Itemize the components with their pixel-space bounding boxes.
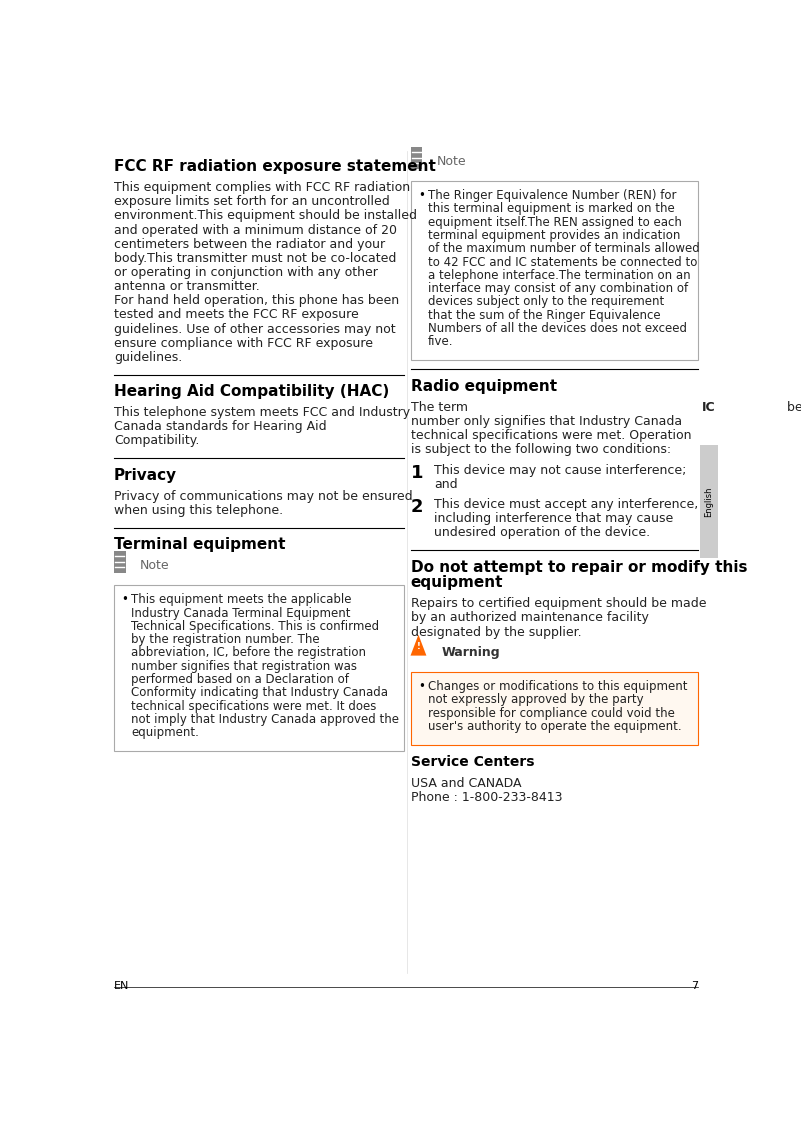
Text: English: English [705,486,714,517]
Text: guidelines.: guidelines. [114,351,182,364]
Text: 2: 2 [410,498,423,516]
Text: Note: Note [140,559,170,572]
Text: Changes or modifications to this equipment: Changes or modifications to this equipme… [428,680,687,693]
Text: 7: 7 [690,981,698,991]
Text: or operating in conjunction with any other: or operating in conjunction with any oth… [114,266,377,279]
Text: number signifies that registration was: number signifies that registration was [131,659,357,673]
Text: not imply that Industry Canada approved the: not imply that Industry Canada approved … [131,713,399,726]
Text: USA and CANADA: USA and CANADA [410,777,521,789]
Text: •: • [418,680,425,693]
Text: to 42 FCC and IC statements be connected to: to 42 FCC and IC statements be connected… [428,256,697,268]
FancyBboxPatch shape [410,181,698,360]
Text: Radio equipment: Radio equipment [410,379,557,394]
Text: Service Centers: Service Centers [410,756,534,769]
Text: This equipment complies with FCC RF radiation: This equipment complies with FCC RF radi… [114,181,410,195]
Text: this terminal equipment is marked on the: this terminal equipment is marked on the [428,202,674,216]
Text: not expressly approved by the party: not expressly approved by the party [428,693,643,707]
Text: by an authorized maintenance facility: by an authorized maintenance facility [410,612,648,624]
Text: This device may not cause interference;: This device may not cause interference; [434,464,686,476]
Text: equipment.: equipment. [131,726,199,739]
Text: Compatibility.: Compatibility. [114,434,199,448]
Text: performed based on a Declaration of: performed based on a Declaration of [131,673,349,687]
Text: environment.This equipment should be installed: environment.This equipment should be ins… [114,209,417,223]
Text: technical specifications were met. Operation: technical specifications were met. Opera… [410,430,691,442]
Polygon shape [410,634,426,656]
Text: number only signifies that Industry Canada: number only signifies that Industry Cana… [410,415,682,428]
Text: Warning: Warning [441,646,500,659]
Text: Industry Canada Terminal Equipment: Industry Canada Terminal Equipment [131,606,351,620]
Text: antenna or transmitter.: antenna or transmitter. [114,280,260,293]
Text: IC: IC [702,400,716,414]
Text: when using this telephone.: when using this telephone. [114,503,283,517]
Text: Repairs to certified equipment should be made: Repairs to certified equipment should be… [410,597,706,611]
Text: 1: 1 [410,464,423,482]
Text: terminal equipment provides an indication: terminal equipment provides an indicatio… [428,230,680,242]
FancyBboxPatch shape [410,147,422,169]
Text: Do not attempt to repair or modify this: Do not attempt to repair or modify this [410,560,747,575]
Text: before the radio certification: before the radio certification [783,400,801,414]
Text: •: • [418,189,425,202]
Text: is subject to the following two conditions:: is subject to the following two conditio… [410,443,670,457]
Text: ensure compliance with FCC RF exposure: ensure compliance with FCC RF exposure [114,337,372,349]
Text: Note: Note [437,155,466,167]
Text: •: • [121,594,128,606]
Text: of the maximum number of terminals allowed: of the maximum number of terminals allow… [428,242,699,256]
Text: guidelines. Use of other accessories may not: guidelines. Use of other accessories may… [114,322,396,336]
Text: !: ! [417,642,421,651]
Text: This device must accept any interference,: This device must accept any interference… [434,498,698,511]
Text: Numbers of all the devices does not exceed: Numbers of all the devices does not exce… [428,322,687,335]
Text: and operated with a minimum distance of 20: and operated with a minimum distance of … [114,224,396,236]
Text: that the sum of the Ringer Equivalence: that the sum of the Ringer Equivalence [428,309,661,321]
Text: a telephone interface.The termination on an: a telephone interface.The termination on… [428,269,690,282]
Text: EN: EN [114,981,129,991]
FancyBboxPatch shape [114,586,405,751]
Text: technical specifications were met. It does: technical specifications were met. It do… [131,699,376,713]
Text: equipment: equipment [410,576,503,590]
Text: user's authority to operate the equipment.: user's authority to operate the equipmen… [428,720,682,733]
Text: The term: The term [410,400,472,414]
FancyBboxPatch shape [410,672,698,744]
Text: abbreviation, IC, before the registration: abbreviation, IC, before the registratio… [131,647,366,659]
Text: Technical Specifications. This is confirmed: Technical Specifications. This is confir… [131,620,380,633]
Text: Conformity indicating that Industry Canada: Conformity indicating that Industry Cana… [131,687,388,699]
Text: tested and meets the FCC RF exposure: tested and meets the FCC RF exposure [114,309,359,321]
Text: undesired operation of the device.: undesired operation of the device. [434,526,650,539]
Text: Canada standards for Hearing Aid: Canada standards for Hearing Aid [114,421,326,433]
Text: five.: five. [428,335,453,348]
Text: Hearing Aid Compatibility (HAC): Hearing Aid Compatibility (HAC) [114,385,389,399]
Text: Privacy: Privacy [114,468,177,483]
Text: Terminal equipment: Terminal equipment [114,537,285,552]
Text: by the registration number. The: by the registration number. The [131,633,320,646]
Text: and: and [434,477,457,491]
Text: The Ringer Equivalence Number (REN) for: The Ringer Equivalence Number (REN) for [428,189,676,202]
Text: interface may consist of any combination of: interface may consist of any combination… [428,282,688,295]
Text: designated by the supplier.: designated by the supplier. [410,625,582,639]
Text: devices subject only to the requirement: devices subject only to the requirement [428,295,664,309]
Text: equipment itself.The REN assigned to each: equipment itself.The REN assigned to eac… [428,216,682,228]
Text: For hand held operation, this phone has been: For hand held operation, this phone has … [114,294,399,308]
FancyBboxPatch shape [700,444,718,558]
Text: Privacy of communications may not be ensured: Privacy of communications may not be ens… [114,490,413,502]
Text: FCC RF radiation exposure statement: FCC RF radiation exposure statement [114,159,436,174]
Text: Phone : 1-800-233-8413: Phone : 1-800-233-8413 [410,791,562,804]
Text: This telephone system meets FCC and Industry: This telephone system meets FCC and Indu… [114,406,410,420]
Text: This equipment meets the applicable: This equipment meets the applicable [131,594,352,606]
Text: responsible for compliance could void the: responsible for compliance could void th… [428,707,674,719]
Text: body.This transmitter must not be co-located: body.This transmitter must not be co-loc… [114,252,396,265]
Text: exposure limits set forth for an uncontrolled: exposure limits set forth for an uncontr… [114,196,389,208]
Text: including interference that may cause: including interference that may cause [434,512,674,525]
FancyBboxPatch shape [114,551,126,573]
Text: centimeters between the radiator and your: centimeters between the radiator and you… [114,238,385,251]
